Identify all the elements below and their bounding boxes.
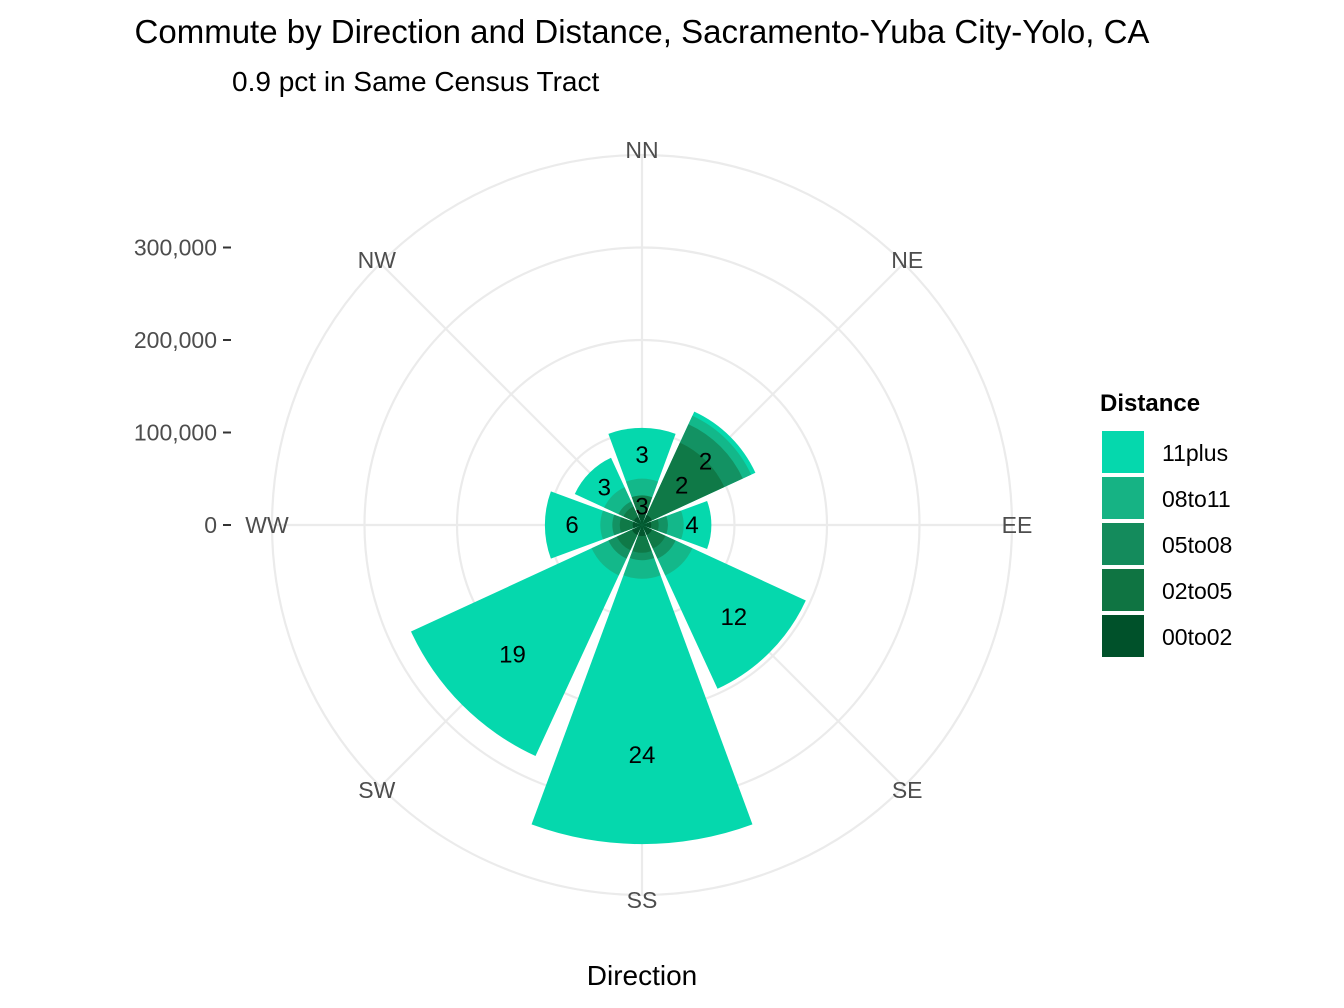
direction-label-sw: SW bbox=[358, 777, 395, 803]
bar-label-ww-11plus: 6 bbox=[565, 512, 578, 539]
bar-label-ss-11plus: 24 bbox=[629, 742, 656, 769]
bar-sw-11plus bbox=[410, 525, 642, 757]
legend-label-11plus: 11plus bbox=[1162, 440, 1228, 466]
bar-nn-02to05 bbox=[631, 495, 653, 525]
radial-tick-label: 200,000 bbox=[134, 327, 217, 353]
bar-ss-00to02 bbox=[638, 525, 646, 537]
x-axis-title: Direction bbox=[587, 960, 697, 991]
radial-tick-label: 300,000 bbox=[134, 235, 217, 261]
chart-title: Commute by Direction and Distance, Sacra… bbox=[135, 13, 1150, 50]
bar-nn-11plus bbox=[608, 427, 676, 525]
direction-label-se: SE bbox=[892, 777, 923, 803]
legend-swatch-08to11 bbox=[1102, 477, 1144, 519]
legend-label-05to08: 05to08 bbox=[1162, 532, 1232, 558]
bar-label-sw-11plus: 19 bbox=[499, 642, 526, 669]
bar-ww-02to05 bbox=[619, 517, 642, 533]
direction-label-nw: NW bbox=[358, 247, 397, 273]
legend-swatch-02to05 bbox=[1102, 569, 1144, 611]
bar-nn-00to02 bbox=[638, 513, 646, 525]
legend-swatch-05to08 bbox=[1102, 523, 1144, 565]
bar-ww-00to02 bbox=[632, 521, 642, 529]
radial-tick-label: 0 bbox=[204, 512, 217, 538]
direction-label-nn: NN bbox=[625, 137, 658, 163]
direction-label-ww: WW bbox=[245, 512, 289, 538]
legend-swatch-11plus bbox=[1102, 431, 1144, 473]
direction-label-ss: SS bbox=[627, 887, 658, 913]
legend-label-00to02: 00to02 bbox=[1162, 624, 1232, 650]
legend-title: Distance bbox=[1100, 390, 1200, 417]
legend-swatch-00to02 bbox=[1102, 615, 1144, 657]
bar-label-se-11plus: 12 bbox=[720, 604, 747, 631]
bar-ss-11plus bbox=[531, 525, 753, 845]
chart-subtitle: 0.9 pct in Same Census Tract bbox=[232, 66, 600, 97]
bar-label-ne-11plus: 2 bbox=[699, 448, 712, 475]
bar-ee-00to02 bbox=[642, 521, 652, 529]
bar-label-nn-11plus: 3 bbox=[635, 442, 648, 469]
radial-tick-label: 100,000 bbox=[134, 420, 217, 446]
direction-label-ne: NE bbox=[891, 247, 923, 273]
bar-ww-11plus bbox=[544, 491, 642, 559]
bar-sw-00to02 bbox=[631, 525, 642, 536]
legend-label-02to05: 02to05 bbox=[1162, 578, 1232, 604]
bar-se-11plus bbox=[642, 525, 806, 689]
bar-se-00to02 bbox=[642, 525, 653, 536]
direction-label-ee: EE bbox=[1002, 512, 1033, 538]
bar-ss-02to05 bbox=[632, 525, 652, 553]
direction-labels: NN NE EE SE SS SW WW NW bbox=[245, 137, 1032, 913]
bar-label-ne-02to05: 2 bbox=[675, 472, 688, 499]
bar-label-nw-11plus: 3 bbox=[598, 474, 611, 501]
legend: Distance 11plus 08to11 05to08 02to05 00to02 bbox=[1100, 390, 1232, 657]
bar-label-ee-11plus: 4 bbox=[685, 512, 698, 539]
legend-label-08to11: 08to11 bbox=[1162, 486, 1231, 512]
bars bbox=[410, 411, 806, 845]
bar-ne-02to05 bbox=[642, 442, 725, 525]
bar-ne-00to02 bbox=[642, 514, 653, 525]
bar-label-nn-02to05: 3 bbox=[635, 494, 648, 521]
legend-items: 11plus 08to11 05to08 02to05 00to02 bbox=[1102, 431, 1232, 657]
radial-axis: 0 100,000 200,000 300,000 bbox=[134, 235, 231, 538]
bar-nw-00to02 bbox=[633, 516, 642, 525]
